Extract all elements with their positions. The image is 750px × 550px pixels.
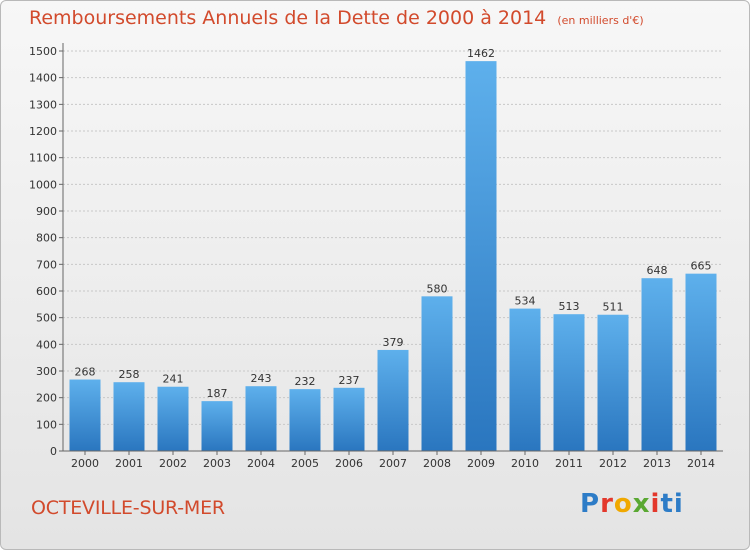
x-tick-label: 2012 (599, 457, 627, 470)
logo-letter: r (600, 489, 614, 519)
logo-letter: i (650, 489, 661, 519)
bar (201, 401, 233, 451)
bar (509, 308, 541, 451)
x-tick-label: 2002 (159, 457, 187, 470)
y-tick-label: 900 (36, 205, 57, 218)
y-tick-label: 500 (36, 312, 57, 325)
bar (333, 387, 365, 451)
x-tick-label: 2007 (379, 457, 407, 470)
y-tick-label: 600 (36, 285, 57, 298)
y-tick-label: 1300 (29, 98, 57, 111)
x-tick-label: 2004 (247, 457, 275, 470)
logo-letter: o (613, 489, 633, 519)
y-tick-label: 1400 (29, 72, 57, 85)
y-tick-label: 1500 (29, 45, 57, 58)
x-tick-label: 2003 (203, 457, 231, 470)
city-name: OCTEVILLE-SUR-MER (31, 497, 225, 519)
title-row: Remboursements Annuels de la Dette de 20… (29, 7, 644, 29)
bar (69, 379, 101, 451)
y-tick-label: 400 (36, 338, 57, 351)
proxiti-logo: Proxiti (580, 489, 684, 519)
bar (685, 273, 717, 451)
y-tick-label: 1000 (29, 178, 57, 191)
y-tick-label: 700 (36, 258, 57, 271)
bar-value-label: 237 (339, 374, 360, 387)
bar (597, 314, 629, 451)
x-tick-label: 2008 (423, 457, 451, 470)
bar-value-label: 241 (163, 373, 184, 386)
bar (421, 296, 453, 451)
bar (553, 314, 585, 451)
bar-value-label: 187 (207, 387, 228, 400)
x-tick-label: 2005 (291, 457, 319, 470)
y-tick-label: 1200 (29, 125, 57, 138)
bar-value-label: 268 (75, 366, 96, 379)
bar (157, 386, 189, 451)
logo-letter: x (632, 489, 651, 519)
bar-value-label: 379 (383, 336, 404, 349)
x-tick-label: 2006 (335, 457, 363, 470)
bar (641, 278, 673, 451)
bar (245, 386, 277, 451)
y-tick-label: 800 (36, 232, 57, 245)
bar-value-label: 513 (559, 300, 580, 313)
y-tick-label: 0 (50, 445, 57, 458)
y-tick-label: 100 (36, 418, 57, 431)
y-tick-label: 300 (36, 365, 57, 378)
y-tick-label: 200 (36, 392, 57, 405)
bar (465, 61, 497, 452)
x-tick-label: 2013 (643, 457, 671, 470)
bar-value-label: 1462 (467, 47, 495, 60)
x-tick-label: 2014 (687, 457, 715, 470)
bar-value-label: 258 (119, 368, 140, 381)
y-tick-label: 1100 (29, 152, 57, 165)
bar (113, 382, 145, 451)
logo-letter: t (660, 489, 674, 519)
bar-value-label: 648 (647, 264, 668, 277)
bar-value-label: 580 (427, 282, 448, 295)
bar (377, 349, 409, 451)
x-tick-label: 2011 (555, 457, 583, 470)
bar-value-label: 534 (515, 295, 536, 308)
chart-title: Remboursements Annuels de la Dette de 20… (29, 7, 547, 29)
logo-letter: P (580, 489, 601, 519)
x-tick-label: 2001 (115, 457, 143, 470)
bar-value-label: 243 (251, 372, 272, 385)
chart-unit: (en milliers d'€) (557, 14, 644, 27)
x-tick-label: 2010 (511, 457, 539, 470)
bar-value-label: 232 (295, 375, 316, 388)
x-tick-label: 2000 (71, 457, 99, 470)
bar-value-label: 665 (691, 260, 712, 273)
bar-value-label: 511 (603, 301, 624, 314)
x-tick-label: 2009 (467, 457, 495, 470)
logo-letter: i (673, 489, 684, 519)
bar (289, 389, 321, 451)
